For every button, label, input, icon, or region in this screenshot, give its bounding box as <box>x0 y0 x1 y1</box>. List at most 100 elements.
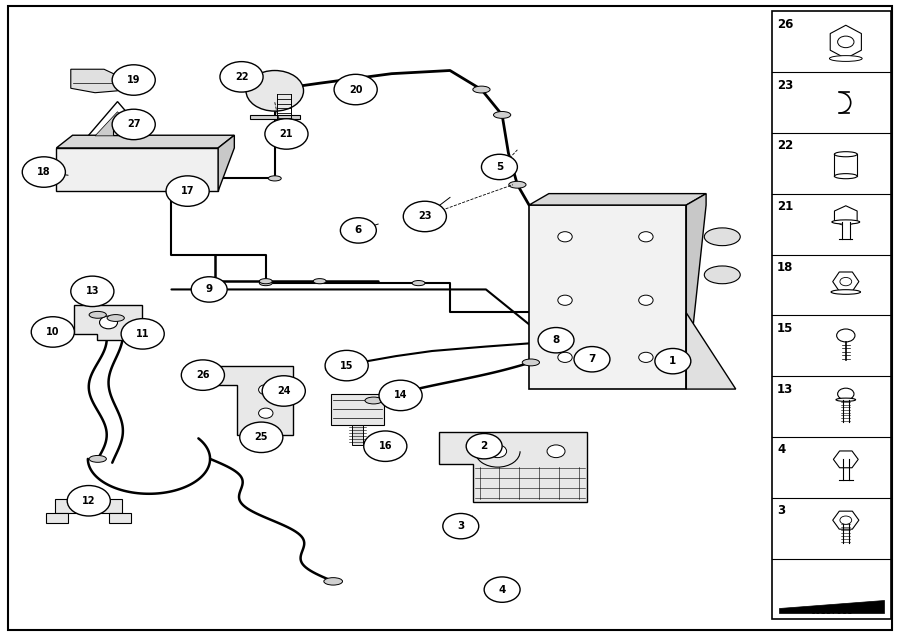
Circle shape <box>482 155 517 179</box>
Text: 23: 23 <box>777 79 793 92</box>
Circle shape <box>100 316 118 329</box>
Circle shape <box>122 319 164 349</box>
FancyBboxPatch shape <box>771 11 891 619</box>
Text: 7: 7 <box>589 354 596 364</box>
Text: 21: 21 <box>280 129 293 139</box>
Circle shape <box>639 232 653 242</box>
Polygon shape <box>57 148 218 191</box>
Text: 3: 3 <box>777 504 785 517</box>
Circle shape <box>538 328 574 353</box>
Ellipse shape <box>705 266 741 284</box>
Circle shape <box>112 65 156 95</box>
Circle shape <box>265 119 308 149</box>
Ellipse shape <box>89 312 106 318</box>
Text: 2: 2 <box>481 441 488 451</box>
Polygon shape <box>57 135 234 148</box>
Polygon shape <box>249 115 300 120</box>
Polygon shape <box>71 69 118 93</box>
Polygon shape <box>833 451 859 467</box>
Ellipse shape <box>107 315 124 321</box>
Ellipse shape <box>365 397 382 404</box>
Circle shape <box>840 277 851 286</box>
Polygon shape <box>832 272 859 291</box>
Text: 20: 20 <box>349 85 363 95</box>
Circle shape <box>655 349 691 374</box>
Polygon shape <box>439 432 588 502</box>
Circle shape <box>364 431 407 462</box>
Circle shape <box>112 109 156 140</box>
Text: 14: 14 <box>394 391 408 401</box>
Circle shape <box>558 232 572 242</box>
Ellipse shape <box>508 181 526 188</box>
Text: 4: 4 <box>777 443 786 457</box>
Ellipse shape <box>472 86 490 93</box>
Text: 4: 4 <box>499 584 506 595</box>
Circle shape <box>166 176 209 206</box>
Polygon shape <box>832 511 859 529</box>
Text: 15: 15 <box>340 361 354 371</box>
Polygon shape <box>834 206 857 226</box>
Circle shape <box>68 485 111 516</box>
Text: 1: 1 <box>670 356 677 366</box>
Text: 21: 21 <box>777 200 793 213</box>
Text: 17: 17 <box>181 186 194 196</box>
Circle shape <box>181 360 224 391</box>
Polygon shape <box>46 513 68 523</box>
Text: 00187068: 00187068 <box>810 607 852 616</box>
Text: 9: 9 <box>205 284 212 294</box>
Polygon shape <box>212 366 292 436</box>
Text: 15: 15 <box>777 322 794 335</box>
Ellipse shape <box>830 55 862 62</box>
Text: 3: 3 <box>457 521 464 531</box>
Text: 26: 26 <box>777 18 794 31</box>
Circle shape <box>32 317 75 347</box>
Ellipse shape <box>522 359 539 366</box>
Ellipse shape <box>832 220 860 224</box>
Ellipse shape <box>259 280 273 286</box>
Ellipse shape <box>268 176 281 181</box>
Circle shape <box>81 501 95 511</box>
Circle shape <box>639 352 653 363</box>
Circle shape <box>22 157 66 187</box>
Circle shape <box>220 62 263 92</box>
Text: 11: 11 <box>136 329 149 339</box>
Circle shape <box>840 516 851 524</box>
Polygon shape <box>778 600 884 613</box>
Ellipse shape <box>89 455 106 462</box>
Ellipse shape <box>412 280 425 286</box>
Ellipse shape <box>259 279 273 284</box>
Circle shape <box>325 350 368 381</box>
Polygon shape <box>218 135 234 191</box>
Text: 18: 18 <box>37 167 50 177</box>
Text: 6: 6 <box>355 225 362 235</box>
Text: 13: 13 <box>86 286 99 296</box>
Circle shape <box>639 295 653 305</box>
Circle shape <box>246 71 303 111</box>
Circle shape <box>466 434 502 459</box>
Ellipse shape <box>313 279 326 284</box>
Circle shape <box>838 388 854 399</box>
Ellipse shape <box>324 577 343 585</box>
Circle shape <box>239 422 283 453</box>
Text: 10: 10 <box>46 327 59 337</box>
Circle shape <box>71 276 114 307</box>
Circle shape <box>258 408 273 418</box>
Circle shape <box>484 577 520 602</box>
Polygon shape <box>82 102 154 144</box>
Circle shape <box>379 380 422 411</box>
Text: 16: 16 <box>379 441 392 451</box>
Circle shape <box>262 376 305 406</box>
Text: 25: 25 <box>255 432 268 442</box>
Polygon shape <box>75 305 142 340</box>
FancyBboxPatch shape <box>8 6 892 630</box>
Ellipse shape <box>836 398 856 401</box>
Text: 22: 22 <box>777 139 793 153</box>
Polygon shape <box>687 193 707 389</box>
Text: 26: 26 <box>196 370 210 380</box>
Ellipse shape <box>831 289 860 294</box>
Text: 5: 5 <box>496 162 503 172</box>
Text: 22: 22 <box>235 72 248 82</box>
Ellipse shape <box>834 174 858 179</box>
Text: 24: 24 <box>277 386 291 396</box>
Polygon shape <box>830 25 861 59</box>
